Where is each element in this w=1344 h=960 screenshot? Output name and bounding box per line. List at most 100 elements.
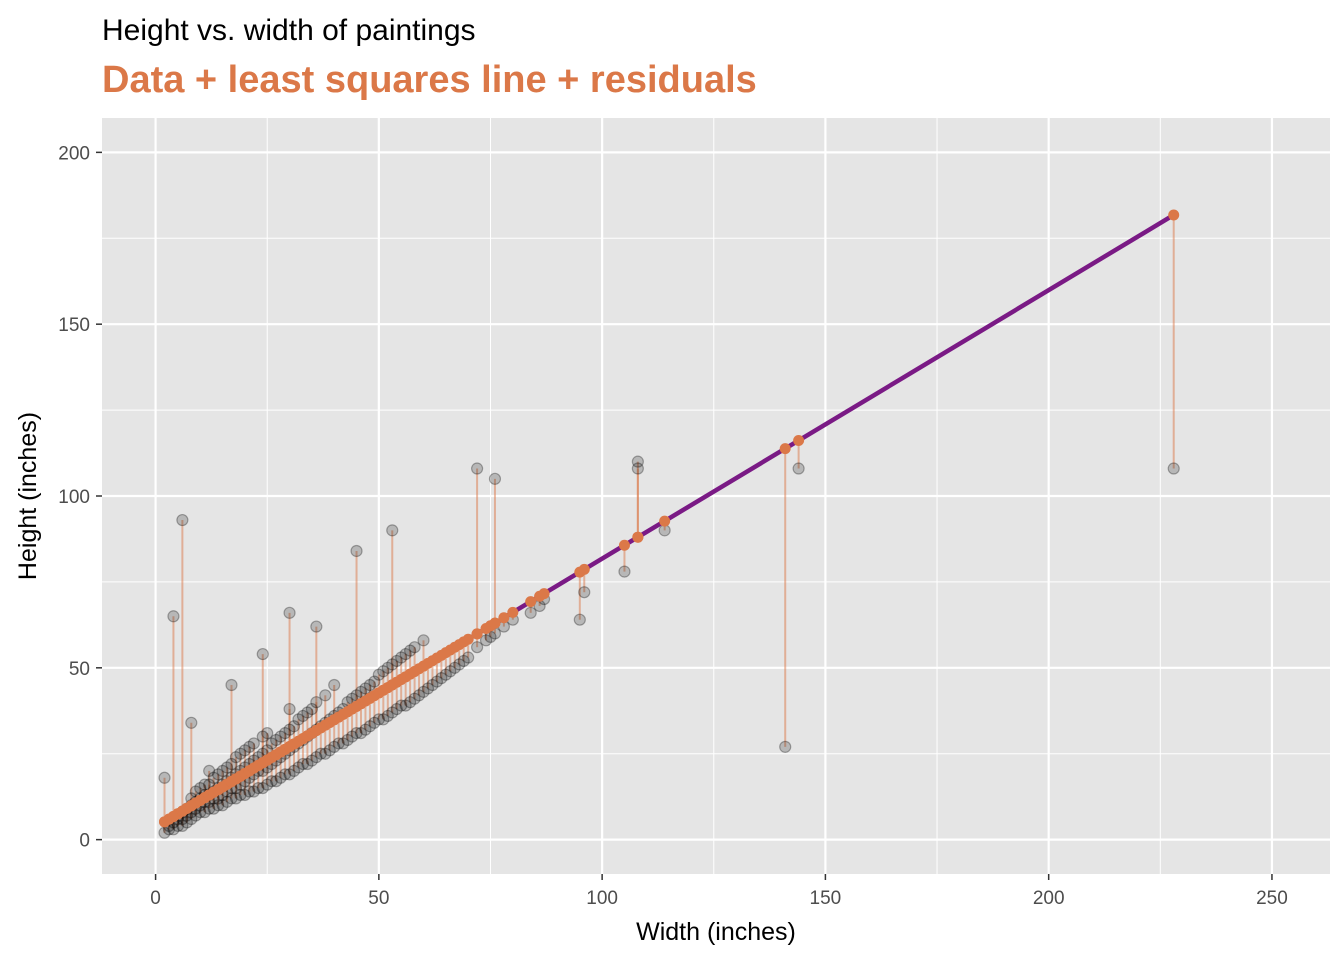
data-point	[578, 586, 591, 599]
fitted-point	[351, 700, 363, 712]
data-point	[618, 565, 631, 578]
data-point	[319, 689, 332, 702]
fitted-point	[578, 563, 590, 575]
data-point	[417, 634, 430, 647]
chart-title: Height vs. width of paintings	[102, 14, 476, 47]
fitted-point	[225, 776, 237, 788]
data-point	[426, 678, 439, 692]
x-tick-label: 200	[1033, 888, 1065, 909]
data-point	[261, 727, 274, 740]
y-tick-label: 0	[79, 831, 90, 852]
data-point	[274, 730, 287, 743]
data-point	[399, 647, 412, 661]
data-point	[479, 634, 493, 647]
data-point	[247, 737, 260, 750]
data-point	[359, 723, 372, 736]
data-point	[792, 462, 805, 475]
y-axis-ticks: 0 50 100 150 200	[58, 143, 102, 852]
data-point	[310, 620, 323, 633]
data-point	[524, 606, 537, 619]
fitted-point	[489, 617, 501, 629]
data-point	[363, 720, 377, 733]
data-point	[408, 692, 421, 705]
data-point	[229, 751, 243, 764]
data-point	[198, 806, 211, 819]
data-point	[256, 781, 269, 795]
data-point	[408, 641, 421, 654]
data-point	[404, 644, 417, 657]
data-point	[243, 785, 256, 798]
fitted-point	[386, 679, 398, 691]
data-point	[386, 658, 399, 671]
data-point	[194, 781, 207, 795]
data-point	[417, 685, 430, 698]
x-tick-label: 100	[586, 888, 618, 909]
data-point	[189, 785, 202, 798]
x-tick-label: 150	[810, 888, 842, 909]
data-point	[363, 678, 377, 692]
data-point	[345, 730, 359, 743]
data-point	[243, 740, 256, 753]
data-point	[185, 812, 198, 826]
y-tick-label: 200	[58, 143, 90, 164]
fitted-point	[159, 816, 171, 828]
data-point	[439, 668, 452, 681]
data-point	[225, 757, 238, 771]
data-point	[180, 816, 193, 829]
fitted-point	[257, 757, 269, 769]
data-point	[444, 665, 457, 678]
data-point	[390, 702, 403, 716]
data-point	[448, 661, 461, 674]
data-point	[573, 613, 586, 626]
data-point	[328, 678, 341, 692]
x-axis-label: Width (inches)	[636, 918, 796, 946]
data-point	[292, 713, 305, 726]
data-point	[225, 678, 238, 692]
data-point	[292, 761, 305, 774]
data-point	[350, 727, 363, 740]
data-point	[296, 757, 310, 771]
data-point	[256, 730, 269, 743]
data-point	[167, 823, 180, 836]
data-point	[194, 806, 207, 819]
data-point	[412, 689, 426, 702]
data-point	[328, 740, 341, 753]
data-point	[283, 768, 296, 781]
data-point	[386, 524, 399, 537]
data-point	[212, 768, 225, 781]
data-point	[368, 716, 381, 729]
data-point	[305, 702, 318, 716]
data-point	[167, 610, 180, 623]
data-point	[301, 757, 314, 771]
fitted-point	[618, 539, 630, 551]
data-point	[488, 472, 502, 485]
data-point	[779, 740, 792, 753]
data-point	[631, 462, 644, 475]
data-point	[189, 809, 202, 822]
data-point	[377, 665, 390, 678]
data-point	[319, 747, 332, 760]
data-point	[337, 737, 350, 750]
y-axis-label: Height (inches)	[14, 412, 42, 580]
data-point	[395, 651, 408, 664]
fitted-point	[659, 515, 671, 527]
fitted-point	[284, 741, 296, 753]
data-point	[270, 733, 283, 747]
data-point	[457, 654, 470, 668]
data-point	[216, 799, 229, 812]
data-point	[462, 651, 475, 664]
data-point	[310, 751, 323, 764]
x-tick-label: 50	[368, 888, 389, 909]
grid-major	[102, 118, 1330, 874]
y-tick-label: 50	[69, 659, 90, 680]
data-point	[301, 706, 314, 719]
fitted-points	[159, 209, 1180, 828]
data-point	[176, 513, 189, 527]
data-point	[470, 462, 484, 475]
data-point	[185, 716, 198, 729]
data-point	[220, 795, 234, 808]
fitted-point	[793, 435, 805, 447]
data-point	[278, 727, 292, 740]
data-point	[296, 709, 310, 723]
